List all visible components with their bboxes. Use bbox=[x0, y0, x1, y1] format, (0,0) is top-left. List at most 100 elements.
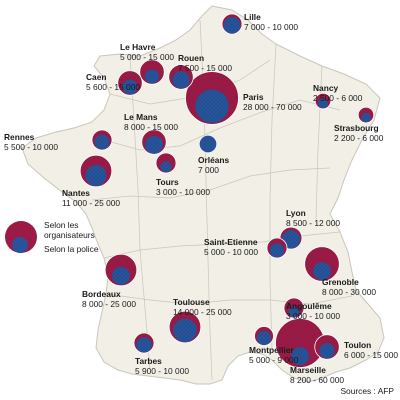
city-range: 8 200 - 60 000 bbox=[290, 375, 345, 385]
city-label-montpellier: Montpellier 5 000 - 9 000 bbox=[249, 345, 298, 365]
city-name: Bordeaux bbox=[82, 289, 121, 299]
city-label-nancy: Nancy 2 500 - 6 000 bbox=[313, 83, 362, 103]
city-name: Strasbourg bbox=[334, 123, 379, 133]
city-mark-tours bbox=[155, 152, 177, 174]
city-range: 8 000 - 30 000 bbox=[322, 287, 377, 297]
police-texture-le-havre bbox=[144, 69, 160, 84]
city-label-tours: Tours 3 000 - 10 000 bbox=[156, 177, 210, 197]
city-mark-le-mans bbox=[141, 129, 167, 155]
city-label-le-havre: Le Havre 5 000 - 15 000 bbox=[120, 42, 174, 62]
city-mark-lille bbox=[221, 13, 243, 35]
france-land bbox=[21, 5, 385, 385]
city-name: Grenoble bbox=[322, 277, 359, 287]
city-name: Le Mans bbox=[124, 112, 158, 122]
city-marks bbox=[79, 13, 375, 368]
police-texture-strasbourg bbox=[361, 112, 371, 123]
police-texture-grenoble bbox=[313, 262, 331, 281]
city-name: Montpellier bbox=[249, 345, 294, 355]
legend-police-circle bbox=[12, 237, 28, 253]
city-label-lyon: Lyon 8 500 - 12 000 bbox=[286, 208, 340, 228]
city-label-strasbourg: Strasbourg 2 200 - 6 000 bbox=[334, 123, 383, 143]
city-label-toulouse: Toulouse 14 000 - 25 000 bbox=[173, 297, 232, 317]
city-mark-tarbes bbox=[133, 332, 155, 354]
city-name: Angoulême bbox=[286, 301, 332, 311]
city-range: 11 000 - 25 000 bbox=[62, 198, 121, 208]
city-label-orl-ans: Orléans 7 000 bbox=[198, 155, 229, 175]
city-name: Rouen bbox=[178, 53, 205, 63]
city-mark-caen bbox=[117, 70, 143, 96]
city-mark-bordeaux bbox=[104, 253, 138, 287]
legend-police-label: Selon la police bbox=[44, 244, 99, 254]
city-mark-nantes bbox=[79, 154, 113, 188]
city-mark-marseille bbox=[275, 318, 325, 368]
city-name: Lyon bbox=[286, 208, 306, 218]
police-texture-angoul-me bbox=[288, 306, 300, 318]
city-name: Le Havre bbox=[120, 42, 156, 52]
city-name: Toulouse bbox=[173, 297, 210, 307]
city-range: 8 000 - 15 000 bbox=[124, 122, 179, 132]
police-texture-toulon bbox=[319, 343, 335, 359]
city-label-angoul-me: Angoulême 3 000 - 10 000 bbox=[286, 301, 340, 321]
police-texture-rouen bbox=[172, 71, 190, 89]
police-texture-bordeaux bbox=[112, 266, 130, 285]
police-texture-saint-etienne bbox=[269, 243, 285, 258]
police-texture-rennes bbox=[94, 134, 110, 150]
city-mark-rennes bbox=[91, 129, 113, 151]
city-label-paris: Paris 28 000 - 70 000 bbox=[243, 92, 302, 112]
police-texture-lille bbox=[223, 17, 241, 34]
police-texture-nancy bbox=[318, 98, 328, 109]
city-name: Tarbes bbox=[135, 356, 162, 366]
city-label-saint-etienne: Saint-Etienne 5 000 - 10 000 bbox=[204, 237, 258, 257]
city-label-caen: Caen 5 600 - 15 000 bbox=[86, 72, 140, 92]
legend-organizers-label: Selon les organisateurs bbox=[44, 220, 95, 240]
city-range: 5 900 - 10 000 bbox=[135, 366, 190, 376]
city-name: Toulon bbox=[344, 340, 372, 350]
city-name: Marseille bbox=[290, 365, 326, 375]
city-range: 3 000 - 10 000 bbox=[286, 311, 341, 321]
city-name: Orléans bbox=[198, 155, 230, 165]
city-mark-angoul-me bbox=[283, 297, 305, 319]
police-texture-tours bbox=[160, 161, 172, 173]
city-range: 5 600 - 15 000 bbox=[86, 82, 141, 92]
city-mark-le-havre bbox=[139, 59, 165, 85]
city-mark-rouen bbox=[168, 64, 194, 90]
city-range: 5 000 - 9 000 bbox=[249, 355, 299, 365]
city-mark-saint-etienne bbox=[266, 237, 288, 259]
city-range: 3 000 - 10 000 bbox=[156, 187, 211, 197]
legend-symbol bbox=[5, 221, 37, 253]
city-label-rouen: Rouen 7 500 - 15 000 bbox=[178, 53, 232, 73]
city-mark-orl-ans bbox=[199, 135, 217, 153]
city-mark-toulouse bbox=[168, 310, 202, 344]
city-range: 2 500 - 6 000 bbox=[313, 93, 363, 103]
city-label-nantes: Nantes 11 000 - 25 000 bbox=[62, 188, 120, 208]
city-range: 28 000 - 70 000 bbox=[243, 102, 302, 112]
city-mark-montpellier bbox=[254, 326, 274, 346]
city-mark-nancy bbox=[314, 92, 332, 110]
city-range: 8 500 - 12 000 bbox=[286, 218, 341, 228]
city-mark-grenoble bbox=[304, 246, 340, 282]
city-range: 7 500 - 15 000 bbox=[178, 63, 233, 73]
city-label-marseille: Marseille 8 200 - 60 000 bbox=[290, 365, 344, 385]
city-name: Nantes bbox=[62, 188, 90, 198]
city-name: Nancy bbox=[313, 83, 339, 93]
city-name: Saint-Etienne bbox=[204, 237, 258, 247]
police-texture-caen bbox=[122, 79, 138, 95]
city-range: 5 000 - 10 000 bbox=[204, 247, 259, 257]
police-texture-montpellier bbox=[256, 330, 272, 346]
police-texture-orl-ans bbox=[199, 135, 217, 153]
police-texture-paris bbox=[195, 89, 229, 123]
city-label-toulon: Toulon 6 000 - 15 000 bbox=[344, 340, 398, 360]
city-range: 7 000 - 10 000 bbox=[244, 22, 299, 32]
city-name: Paris bbox=[243, 92, 264, 102]
city-range: 6 000 - 15 000 bbox=[344, 350, 399, 360]
organizers-texture-marseille bbox=[275, 318, 325, 368]
city-name: Tours bbox=[156, 177, 179, 187]
city-label-rennes: Rennes 5 500 - 10 000 bbox=[4, 132, 58, 152]
city-range: 5 500 - 10 000 bbox=[4, 142, 59, 152]
city-mark-strasbourg bbox=[357, 106, 375, 124]
police-texture-le-mans bbox=[145, 135, 163, 154]
city-label-grenoble: Grenoble 8 000 - 30 000 bbox=[322, 277, 376, 297]
city-name: Rennes bbox=[4, 132, 35, 142]
city-name: Lille bbox=[244, 12, 261, 22]
